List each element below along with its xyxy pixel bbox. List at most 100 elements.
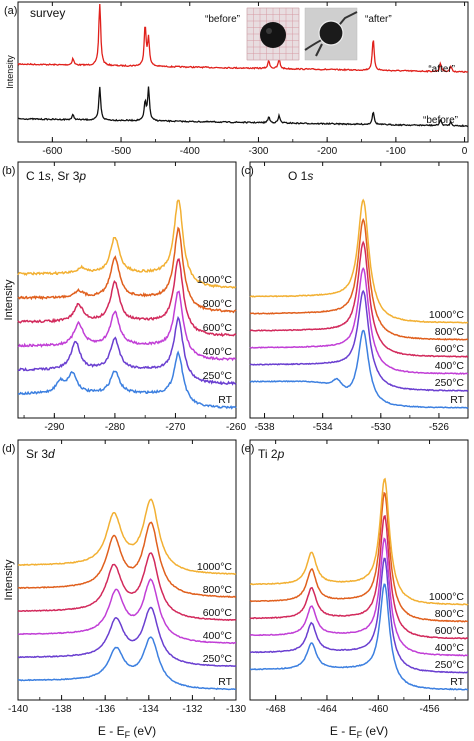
x-tick-label: -290 — [44, 422, 64, 433]
series-label: 800°C — [435, 326, 465, 338]
series-label: 800°C — [435, 608, 465, 620]
x-tick-label: -526 — [429, 422, 449, 433]
x-tick-label: -138 — [52, 704, 72, 715]
after-sample-photo — [304, 7, 358, 61]
y-axis-label: Intensity — [3, 279, 15, 320]
survey-line-after — [17, 3, 469, 73]
panel-label: (e) — [241, 443, 254, 455]
chart-title: Sr 3d — [26, 447, 55, 461]
series-label: 250°C — [203, 653, 233, 665]
series-line-800°C — [17, 226, 237, 314]
series-line-600°C — [17, 552, 237, 622]
series-label: 1000°C — [429, 591, 465, 603]
series-line-1000°C — [249, 477, 469, 606]
panel-e: -468 -464 -460 -456 (e) RT 250°C 400°C 600°C 800°… — [241, 439, 469, 740]
survey-line-before — [17, 86, 469, 128]
plot-frame — [249, 439, 469, 701]
panel-label: (c) — [241, 165, 254, 177]
x-tick-label: -132 — [182, 704, 202, 715]
x-tick-label: -280 — [105, 422, 125, 433]
series-label: RT — [218, 676, 232, 688]
series-label: RT — [450, 394, 464, 406]
x-tick-label: 0 — [462, 146, 468, 157]
series-line-800°C — [249, 491, 469, 623]
series-line-400°C — [249, 537, 469, 657]
series-label: 250°C — [203, 370, 233, 382]
chart-title: O 1s — [288, 169, 313, 183]
inset-label-before: “before” — [205, 14, 240, 25]
series-label: 400°C — [203, 346, 233, 358]
series-label: RT — [218, 394, 232, 406]
series-line-RT — [18, 350, 237, 410]
inset-label-after: “after” — [365, 14, 392, 25]
x-tick-label: -300 — [248, 146, 268, 157]
series-line-RT — [249, 583, 469, 691]
panel-label: (a) — [4, 5, 17, 17]
series-label-after: “after” — [428, 64, 455, 75]
series-line-250°C — [17, 606, 237, 668]
x-tick-label: -538 — [255, 422, 275, 433]
series-line-600°C — [249, 514, 469, 640]
series-label: 800°C — [203, 584, 233, 596]
series-line-1000°C — [249, 198, 469, 324]
panel-d: -140 -138 -136 -134 -132 -130 (d) RT 250°C 400°C 6… — [2, 439, 246, 740]
x-tick-label: -200 — [317, 146, 337, 157]
series-line-400°C — [17, 578, 236, 645]
series-line-250°C — [249, 557, 469, 674]
series-label: RT — [450, 676, 464, 688]
series-label: 400°C — [435, 642, 465, 654]
series-line-RT — [17, 636, 237, 691]
series-label: 1000°C — [429, 309, 465, 321]
x-tick-label: -140 — [8, 704, 28, 715]
plot-frame — [249, 161, 469, 419]
series-line-400°C — [249, 266, 469, 375]
plot-frame — [17, 1, 469, 143]
series-line-1000°C — [17, 498, 237, 576]
x-tick-label: -270 — [165, 422, 185, 433]
x-tick-label: -260 — [226, 422, 246, 433]
series-label: 600°C — [203, 607, 233, 619]
y-axis-label: Intensity — [5, 55, 15, 89]
x-axis-label: E - EF (eV) — [98, 724, 156, 740]
x-tick-label: -464 — [317, 704, 337, 715]
panel-b: -290 -280 -270 -260 (b) RT 250°C 400°C 600°C 800°… — [2, 161, 246, 433]
before-sample-photo — [246, 7, 300, 61]
x-tick-label: -600 — [42, 146, 62, 157]
series-line-1000°C — [17, 199, 237, 289]
series-label: 600°C — [435, 625, 465, 637]
series-label: 600°C — [203, 322, 233, 334]
series-label: 1000°C — [197, 561, 233, 573]
series-line-800°C — [249, 217, 469, 341]
chart-title: C 1s, Sr 3p — [26, 169, 86, 183]
panel-label: (b) — [2, 165, 15, 177]
series-line-600°C — [17, 258, 237, 337]
x-tick-label: -460 — [368, 704, 388, 715]
x-tick-label: -134 — [139, 704, 159, 715]
x-tick-label: -130 — [226, 704, 246, 715]
y-axis-label: Intensity — [3, 559, 15, 600]
plot-frame — [17, 161, 237, 419]
series-line-250°C — [17, 315, 237, 386]
series-line-800°C — [17, 521, 236, 598]
x-axis-label: E - EF (eV) — [330, 724, 388, 740]
series-line-400°C — [17, 290, 237, 362]
x-tick-label: -136 — [95, 704, 115, 715]
x-tick-label: -400 — [180, 146, 200, 157]
x-tick-label: -534 — [313, 422, 333, 433]
x-tick-label: -100 — [386, 146, 406, 157]
series-label: 250°C — [435, 659, 465, 671]
panel-c: -538 -534 -530 -526 (c) RT 250°C 400°C 600°C 800°… — [241, 161, 469, 433]
x-tick-label: -530 — [371, 422, 391, 433]
series-label: 400°C — [435, 360, 465, 372]
chart-title: Ti 2p — [258, 447, 285, 461]
series-label-before: “before” — [423, 115, 458, 126]
panel-a: -600 -500 -400 -300 -200 -100 0 (a) survey Intens… — [4, 1, 469, 157]
chart-title: survey — [30, 6, 65, 20]
series-label: 250°C — [435, 377, 465, 389]
x-tick-label: -468 — [266, 704, 286, 715]
x-tick-label: -456 — [420, 704, 440, 715]
x-tick-label: -500 — [111, 146, 131, 157]
series-line-600°C — [249, 240, 469, 358]
series-label: 600°C — [435, 343, 465, 355]
